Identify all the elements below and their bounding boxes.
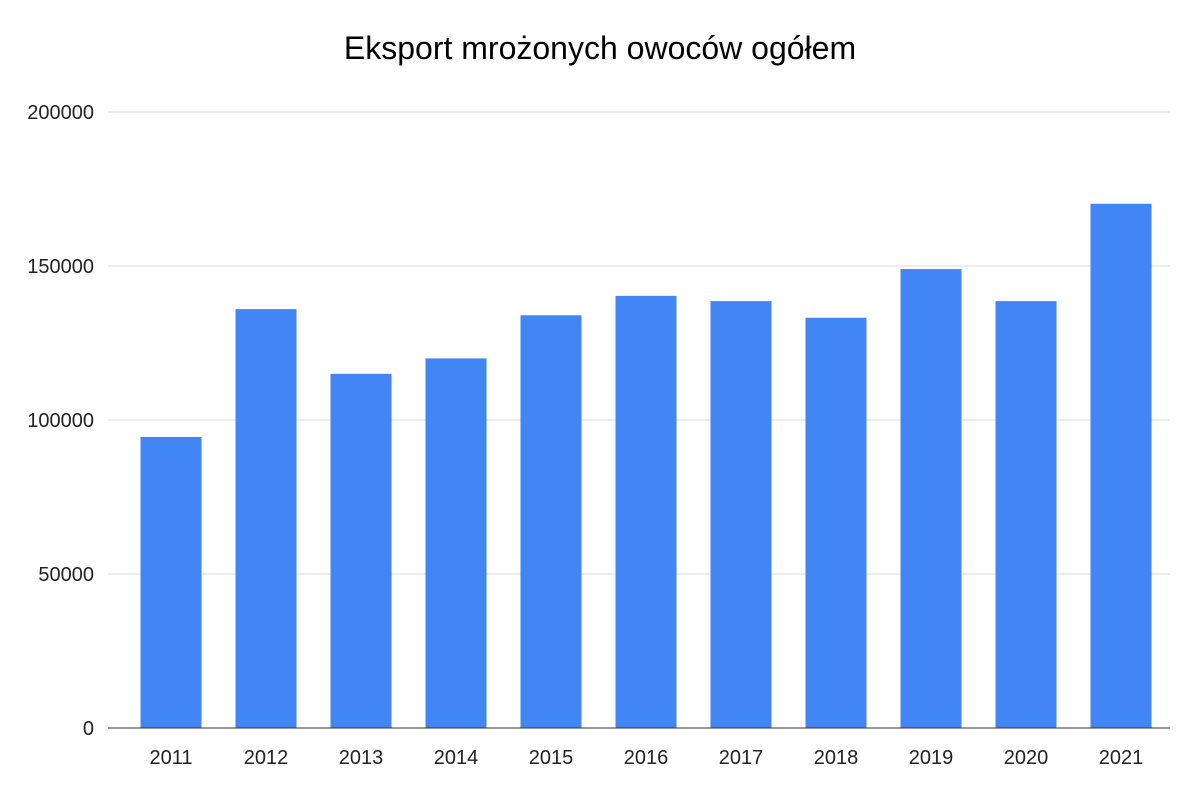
x-tick-label: 2012 [244,747,289,769]
bar-2015 [520,315,582,728]
x-tick-label: 2014 [434,747,479,769]
bar-2014 [425,358,487,728]
bar-2012 [235,309,297,728]
bar-2011 [140,436,202,728]
x-tick-label: 2013 [339,747,384,769]
x-tick-label: 2019 [909,747,954,769]
bar-2017 [710,301,772,728]
y-tick-label: 50000 [38,564,94,586]
x-tick-label: 2020 [1004,747,1049,769]
x-tick-label: 2016 [624,747,669,769]
bar-2019 [900,269,962,728]
chart-title: Eksport mrożonych owoców ogółem [343,30,857,66]
bar-2018 [805,317,867,728]
x-tick-label: 2018 [814,747,859,769]
x-tick-label: 2017 [719,747,764,769]
x-tick-label: 2015 [529,747,574,769]
bar-2021 [1090,203,1152,728]
bar-2020 [995,301,1057,728]
x-tick-label: 2021 [1099,747,1144,769]
y-tick-label: 100000 [27,410,94,432]
bar-2016 [615,295,677,728]
y-tick-label: 150000 [27,256,94,278]
y-tick-label: 0 [83,718,94,740]
y-tick-label: 200000 [27,102,94,124]
bar-2013 [330,373,392,728]
x-tick-label: 2011 [149,747,192,769]
